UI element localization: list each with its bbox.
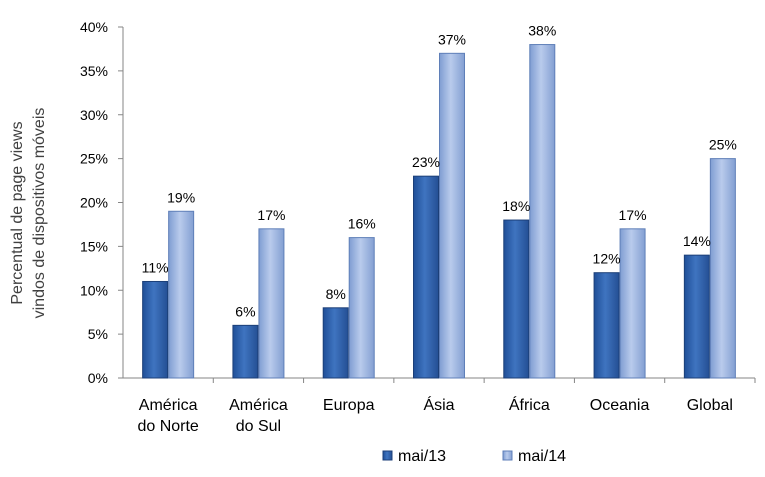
data-label: 6%	[235, 303, 255, 319]
legend: mai/13 mai/14	[382, 448, 566, 465]
bar-mai-14	[168, 210, 195, 379]
y-tick-label: 0%	[88, 370, 108, 386]
data-label: 8%	[326, 286, 346, 302]
y-tick-label: 35%	[80, 63, 108, 79]
y-tick-label: 30%	[80, 107, 108, 123]
data-label: 17%	[257, 207, 285, 223]
bar-mai-14	[619, 228, 646, 379]
data-label: 18%	[502, 198, 530, 214]
bar-mai-14	[258, 228, 285, 379]
bar-mai-14	[529, 44, 556, 379]
y-axis-title: Percentual de page views	[9, 121, 26, 304]
bar-mai-13	[683, 254, 710, 379]
data-label: 23%	[412, 154, 440, 170]
legend-label: mai/13	[398, 448, 446, 465]
y-tick-label: 15%	[80, 238, 108, 254]
bar-mai-13	[322, 307, 349, 379]
y-tick-label: 10%	[80, 282, 108, 298]
legend-label: mai/14	[518, 448, 566, 465]
data-label: 12%	[593, 251, 621, 267]
category-label: Oceania	[590, 397, 650, 414]
bar-mai-14	[439, 52, 465, 379]
y-axis: 0% 5% 10% 15% 20% 25% 30% 35% 40%	[80, 19, 124, 386]
y-tick-label: 5%	[88, 326, 108, 342]
data-label: 38%	[528, 23, 556, 39]
category-label: África	[509, 395, 550, 414]
data-label: 11%	[142, 259, 169, 275]
bar-mai-14	[348, 237, 375, 379]
data-label: 37%	[438, 31, 466, 47]
data-labels: 11% 19% 6% 17% 8% 16% 23% 37% 18% 38% 12% 17% 14% 25%	[142, 23, 737, 320]
data-label: 25%	[709, 137, 737, 153]
y-tick-label: 20%	[80, 195, 108, 211]
category-label: do Norte	[137, 418, 198, 435]
legend-swatch-mai-14	[502, 450, 513, 461]
bar-mai-13	[413, 175, 439, 379]
y-axis-label: Percentual de page views vindos de dispos…	[9, 108, 48, 319]
bar-mai-13	[503, 219, 530, 379]
category-label: Ásia	[423, 395, 454, 414]
bar-mai-14	[709, 158, 736, 379]
legend-swatch-mai-13	[382, 450, 393, 461]
bars	[142, 44, 736, 379]
y-tick-label: 40%	[80, 19, 108, 35]
bar-mai-13	[232, 324, 259, 379]
data-label: 14%	[683, 233, 711, 249]
category-label: América	[139, 397, 198, 414]
y-tick-label: 25%	[80, 151, 108, 167]
bar-mai-13	[593, 272, 620, 379]
category-label: América	[229, 397, 288, 414]
bar-mai-13	[142, 280, 169, 379]
data-label: 19%	[167, 189, 195, 205]
category-label: Global	[687, 397, 733, 414]
category-label: do Sul	[236, 418, 281, 435]
x-axis: América do Norte América do Sul Europa Ásia Áf…	[123, 377, 756, 435]
category-label: Europa	[323, 397, 375, 414]
y-axis-title: vindos de dispositivos móveis	[31, 108, 48, 319]
data-label: 16%	[348, 216, 376, 232]
data-label: 17%	[619, 207, 647, 223]
